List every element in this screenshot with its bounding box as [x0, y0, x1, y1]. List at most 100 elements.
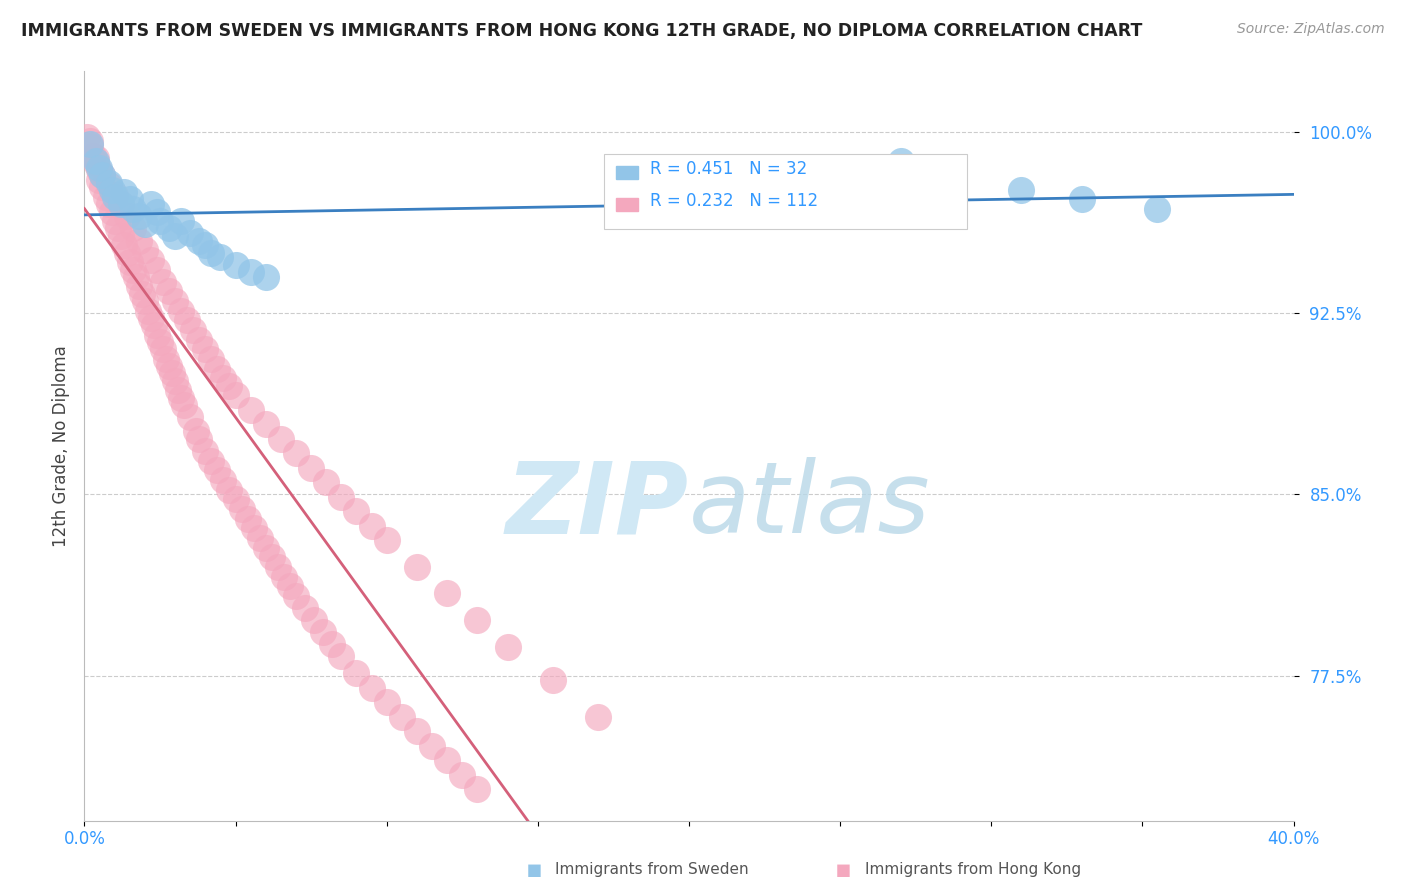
Point: [194, 343, 217, 357]
Point: [97, 178, 120, 192]
Point: [152, 343, 174, 357]
Point: [89, 161, 111, 175]
Point: [165, 228, 187, 243]
Point: [207, 463, 229, 477]
Point: [110, 228, 132, 243]
Point: [285, 589, 308, 603]
Point: [302, 613, 325, 627]
Point: [115, 245, 138, 260]
Point: [160, 367, 183, 381]
Point: [89, 163, 111, 178]
Point: [1146, 202, 1168, 216]
Point: [231, 501, 253, 516]
Point: [152, 275, 174, 289]
Text: ▪: ▪: [526, 858, 543, 881]
Point: [110, 197, 132, 211]
Point: [121, 262, 143, 277]
Point: [273, 569, 295, 583]
Point: [467, 613, 489, 627]
Point: [142, 318, 165, 333]
Point: [86, 152, 108, 166]
FancyBboxPatch shape: [616, 198, 638, 211]
Text: Source: ZipAtlas.com: Source: ZipAtlas.com: [1237, 22, 1385, 37]
Point: [170, 214, 193, 228]
Point: [146, 327, 169, 342]
Point: [79, 136, 101, 151]
Point: [588, 709, 610, 723]
Point: [170, 391, 193, 405]
Point: [312, 625, 335, 640]
Point: [496, 640, 519, 654]
Point: [121, 221, 143, 235]
Point: [79, 135, 101, 149]
Point: [112, 185, 135, 199]
Point: [239, 402, 262, 417]
Point: [104, 187, 127, 202]
Point: [139, 197, 162, 211]
Point: [321, 637, 343, 651]
Point: [207, 361, 229, 376]
Point: [1011, 183, 1033, 197]
Point: [360, 681, 382, 695]
Point: [346, 504, 368, 518]
Text: R = 0.232   N = 112: R = 0.232 N = 112: [650, 193, 818, 211]
Point: [267, 559, 290, 574]
Point: [134, 293, 156, 308]
Point: [139, 310, 162, 325]
Point: [285, 446, 308, 460]
Point: [121, 202, 143, 216]
Point: [112, 238, 135, 252]
Point: [100, 183, 122, 197]
Text: Immigrants from Hong Kong: Immigrants from Hong Kong: [865, 863, 1081, 877]
Point: [260, 550, 283, 565]
Point: [278, 579, 301, 593]
Point: [451, 768, 474, 782]
Text: ZIP: ZIP: [506, 458, 689, 555]
Point: [254, 269, 277, 284]
Point: [176, 313, 198, 327]
Point: [79, 139, 101, 153]
Point: [200, 453, 222, 467]
Point: [188, 333, 211, 347]
Point: [157, 221, 180, 235]
Point: [157, 359, 180, 374]
Point: [86, 156, 108, 170]
Point: [97, 176, 120, 190]
Point: [173, 398, 195, 412]
Point: [200, 245, 222, 260]
Point: [134, 217, 156, 231]
Point: [155, 351, 177, 366]
Point: [218, 378, 240, 392]
Point: [209, 251, 232, 265]
Point: [136, 303, 159, 318]
Point: [375, 695, 398, 709]
Point: [104, 190, 127, 204]
Point: [467, 782, 489, 797]
Point: [89, 173, 111, 187]
Point: [76, 129, 98, 144]
Text: ▪: ▪: [835, 858, 852, 881]
Point: [315, 475, 337, 490]
Text: IMMIGRANTS FROM SWEDEN VS IMMIGRANTS FROM HONG KONG 12TH GRADE, NO DIPLOMA CORRE: IMMIGRANTS FROM SWEDEN VS IMMIGRANTS FRO…: [21, 22, 1143, 40]
Point: [107, 221, 129, 235]
Point: [406, 724, 429, 739]
Point: [225, 388, 247, 402]
Point: [212, 473, 235, 487]
Point: [270, 432, 292, 446]
Point: [179, 409, 201, 424]
Point: [110, 197, 132, 211]
Point: [128, 279, 150, 293]
Point: [128, 210, 150, 224]
Point: [391, 709, 413, 723]
Point: [100, 204, 122, 219]
Point: [935, 169, 957, 183]
Point: [146, 204, 169, 219]
Point: [406, 559, 429, 574]
FancyBboxPatch shape: [616, 166, 638, 179]
Point: [541, 673, 564, 688]
Point: [236, 511, 259, 525]
Point: [165, 374, 187, 388]
Point: [118, 255, 141, 269]
Point: [254, 541, 277, 555]
Point: [294, 601, 316, 615]
